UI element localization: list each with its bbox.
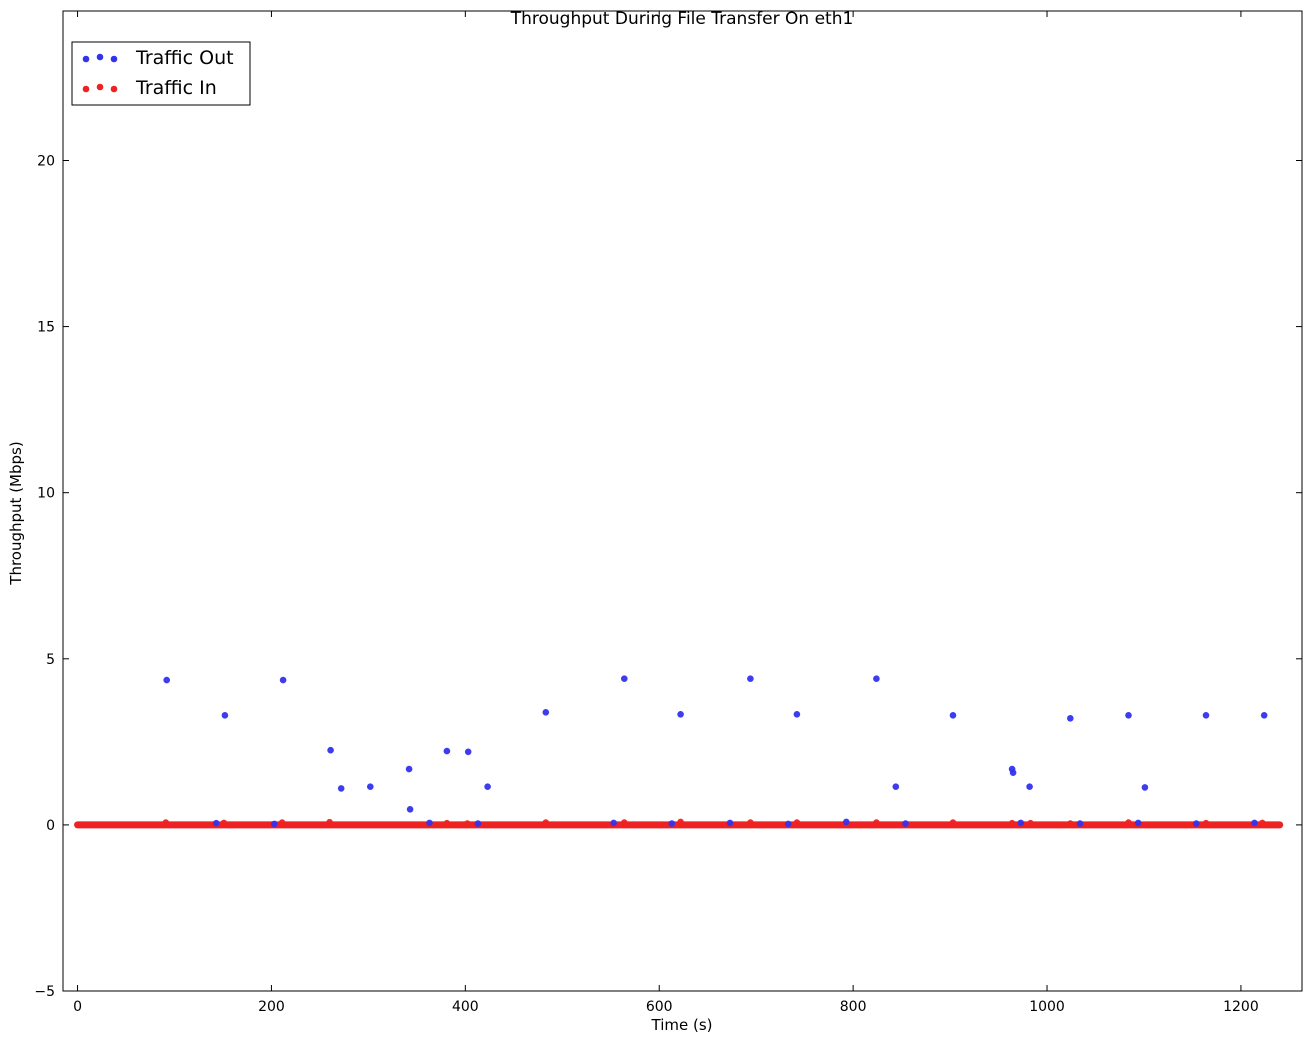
point-traffic-out: [1026, 783, 1033, 790]
point-traffic-out: [873, 675, 880, 682]
point-traffic-in: [873, 819, 880, 826]
point-traffic-out: [279, 676, 287, 684]
point-traffic-out: [484, 783, 491, 790]
point-traffic-out: [337, 785, 345, 792]
legend-marker-traffic-in: [96, 83, 104, 91]
y-tick-label: 10: [37, 486, 55, 502]
point-traffic-out: [726, 819, 734, 827]
point-traffic-out: [406, 806, 414, 813]
point-traffic-out: [443, 747, 451, 755]
point-traffic-out: [610, 819, 617, 827]
point-traffic-in: [1067, 820, 1074, 827]
point-traffic-in: [621, 819, 628, 826]
legend-entry-traffic-out: Traffic Out: [135, 47, 234, 69]
point-traffic-in: [949, 819, 957, 826]
plot-area: [74, 675, 1284, 829]
point-traffic-in: [1125, 819, 1132, 826]
point-traffic-in: [443, 819, 451, 827]
point-traffic-in: [326, 818, 333, 826]
point-traffic-out: [1067, 715, 1074, 722]
point-traffic-out: [1125, 712, 1132, 719]
point-traffic-in: [1008, 819, 1016, 827]
legend-marker-traffic-in: [110, 85, 118, 93]
point-traffic-out: [949, 712, 957, 719]
point-traffic-out: [1251, 819, 1258, 827]
point-traffic-out: [1202, 712, 1210, 719]
point-traffic-out: [464, 748, 472, 756]
point-traffic-out: [621, 675, 628, 682]
point-traffic-out: [1009, 769, 1017, 776]
point-traffic-out: [677, 711, 684, 718]
legend-box: [71, 41, 251, 106]
plot-frame: [62, 10, 1303, 992]
point-traffic-out: [843, 818, 850, 826]
point-traffic-in: [1259, 819, 1266, 827]
point-traffic-in: [464, 820, 471, 827]
point-traffic-in: [1027, 819, 1034, 827]
point-traffic-in: [220, 819, 228, 827]
y-tick-label: 5: [46, 652, 55, 668]
point-traffic-out: [405, 765, 413, 773]
point-traffic-out: [221, 712, 229, 719]
point-traffic-out: [1134, 819, 1142, 827]
point-traffic-out: [1076, 820, 1084, 827]
point-traffic-out: [668, 820, 676, 827]
point-traffic-in: [677, 818, 684, 826]
point-traffic-in: [278, 819, 286, 826]
x-tick-label: 0: [73, 999, 82, 1015]
point-traffic-in: [542, 819, 550, 826]
legend: Traffic Out Traffic In: [71, 41, 251, 106]
point-traffic-out: [212, 819, 220, 827]
x-axis-label: Time (s): [651, 1016, 713, 1034]
x-tick-label: 400: [452, 999, 479, 1015]
legend-markers: [82, 53, 118, 93]
x-tick-label: 600: [646, 999, 673, 1015]
y-tick-label: −5: [34, 984, 55, 1000]
y-tick-label: 0: [46, 818, 55, 834]
x-tick-label: 1200: [1223, 999, 1259, 1015]
x-tick-label: 200: [258, 999, 285, 1015]
point-traffic-out: [784, 820, 792, 828]
point-traffic-out: [793, 711, 801, 718]
x-tick-label: 1000: [1029, 999, 1065, 1015]
point-traffic-out: [474, 820, 482, 827]
point-traffic-out: [327, 746, 334, 754]
legend-marker-traffic-out: [96, 53, 104, 61]
point-traffic-out: [892, 783, 900, 790]
point-traffic-out: [1193, 820, 1200, 827]
point-traffic-out: [163, 676, 170, 684]
point-traffic-out: [542, 709, 550, 716]
point-traffic-out: [747, 675, 754, 682]
x-tick-label: 800: [840, 999, 867, 1015]
y-tick-label: 20: [37, 153, 55, 169]
point-traffic-in: [793, 819, 801, 826]
y-axis-label: Throughput (Mbps): [7, 441, 25, 585]
point-traffic-in: [747, 819, 754, 826]
legend-marker-traffic-out: [110, 55, 118, 63]
point-traffic-out: [1260, 712, 1268, 719]
legend-marker-traffic-in: [82, 85, 90, 93]
legend-marker-traffic-out: [82, 55, 90, 63]
point-traffic-out: [902, 820, 909, 827]
point-traffic-out: [1017, 819, 1025, 827]
point-traffic-out: [426, 819, 433, 827]
y-tick-label: 15: [37, 320, 55, 336]
point-traffic-out: [1141, 784, 1149, 791]
point-traffic-in: [162, 819, 170, 826]
point-traffic-in: [1202, 819, 1210, 827]
point-traffic-out: [367, 783, 374, 790]
legend-entry-traffic-in: Traffic In: [135, 77, 217, 99]
axis-ticks: 0 200 400 600 800 1000 1200 −5 0 5 10 15 20: [34, 11, 1302, 1015]
point-traffic-out: [271, 820, 278, 828]
chart-title: Throughput During File Transfer On eth1: [510, 9, 854, 29]
